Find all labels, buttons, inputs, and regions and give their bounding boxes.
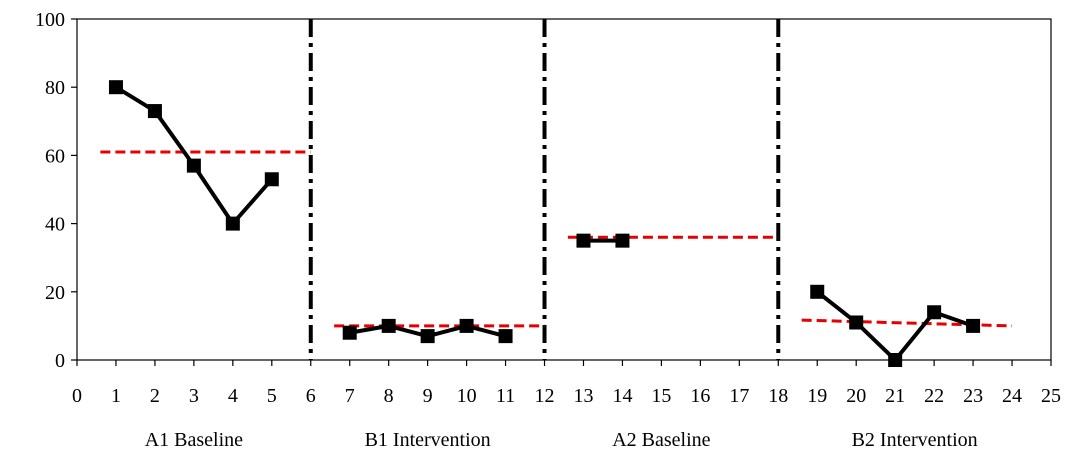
y-axis-ticks: 0 20 40 60 80 100 [35,9,77,372]
x-tick-label: 9 [423,385,433,407]
x-tick-label: 22 [924,385,944,407]
x-tick-label: 2 [150,385,160,407]
data-point-marker [927,305,942,320]
x-tick-label: 15 [651,385,671,407]
data-point-marker [459,318,474,333]
data-point-marker [498,329,513,344]
phase-dividers [308,19,781,360]
y-tick-label: 60 [45,145,65,167]
series-line-b2 [816,290,974,362]
phase-label: B1 Intervention [365,429,491,451]
x-tick-label: 25 [1041,385,1061,407]
y-tick-label: 20 [45,282,65,304]
data-point-marker [849,315,864,330]
data-point-marker [264,172,279,187]
x-tick-label: 20 [846,385,866,407]
series-line-a1 [114,85,274,226]
data-point-marker [108,80,123,95]
x-tick-label: 14 [612,385,632,407]
x-tick-label: 11 [496,385,515,407]
y-tick-label: 100 [35,9,65,31]
x-tick-label: 19 [807,385,827,407]
x-tick-label: 13 [573,385,593,407]
x-tick-label: 1 [111,385,121,407]
x-tick-label: 23 [963,385,983,407]
data-point-marker [342,325,357,340]
x-tick-label: 16 [690,385,710,407]
trend-lines [100,150,1013,328]
data-point-marker [381,318,396,333]
data-point-marker [225,216,240,231]
phase-label: A1 Baseline [145,429,243,451]
x-tick-label: 24 [1002,385,1022,407]
plot-frame [76,18,1052,361]
x-tick-label: 17 [729,385,749,407]
x-tick-label: 21 [885,385,905,407]
x-tick-label: 3 [189,385,199,407]
data-point-marker [186,158,201,173]
data-point-marker [966,318,981,333]
y-tick-label: 0 [55,350,65,372]
x-tick-label: 5 [267,385,277,407]
x-tick-label: 7 [345,385,355,407]
x-tick-label: 12 [535,385,555,407]
y-tick-label: 40 [45,214,65,236]
x-tick-label: 4 [228,385,238,407]
data-point-marker [615,233,630,248]
x-tick-label: 8 [384,385,394,407]
y-tick-label: 80 [45,77,65,99]
data-markers [108,80,981,367]
data-point-marker [576,233,591,248]
x-tick-label: 18 [768,385,788,407]
x-tick-label: 0 [72,385,82,407]
data-point-marker [888,353,903,367]
plot-area-border [76,18,1052,361]
phase-labels: A1 Baseline B1 Intervention A2 Baseline B2 … [145,429,978,451]
trend-line-b2 [801,318,1013,328]
data-point-marker [810,284,825,299]
x-axis-ticks: 0 1 2 3 4 5 6 7 8 9 10 11 12 13 14 15 16 17 18 19 20 21 22 23 24… [72,360,1061,407]
x-tick-label: 6 [306,385,316,407]
phase-label: B2 Intervention [852,429,978,451]
phase-label: A2 Baseline [612,429,710,451]
x-tick-label: 10 [457,385,477,407]
data-point-marker [147,104,162,119]
data-point-marker [420,329,435,344]
